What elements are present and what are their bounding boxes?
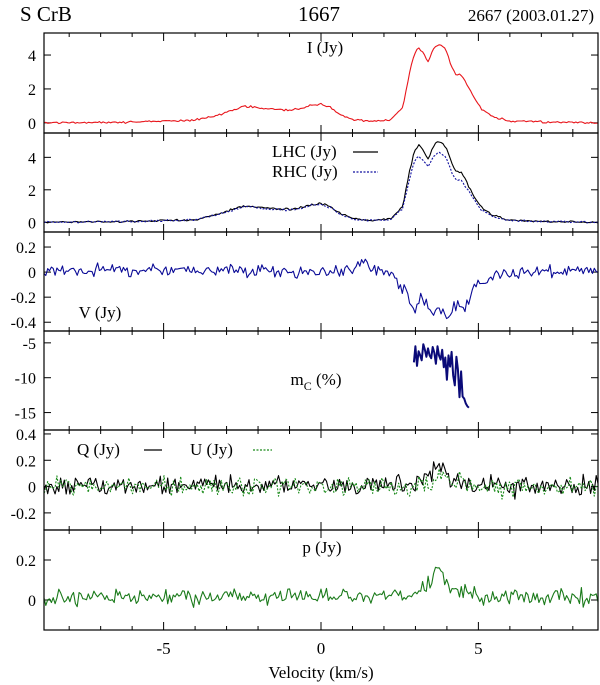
series-Q-line — [43, 461, 599, 500]
panel-label-p: p (Jy) — [302, 538, 341, 557]
panel-frame-V — [43, 231, 599, 332]
y-tick-label: 2 — [28, 183, 36, 200]
y-tick-label: 0.2 — [16, 240, 36, 257]
series-V-line — [43, 258, 599, 320]
y-tick-label: 0 — [28, 215, 36, 232]
series-mC-line — [412, 343, 470, 409]
y-tick-label: -0.2 — [11, 290, 36, 307]
legend-label: Q (Jy) — [77, 440, 120, 459]
y-tick-label: 4 — [28, 150, 36, 167]
y-tick-label: 0 — [28, 593, 36, 610]
y-tick-label: 0.2 — [16, 453, 36, 470]
y-tick-label: -5 — [23, 336, 36, 353]
x-axis-label: Velocity (km/s) — [268, 663, 373, 682]
y-tick-label: 2 — [28, 82, 36, 99]
y-tick-label: 0.4 — [16, 427, 36, 444]
legend-label: U (Jy) — [190, 440, 233, 459]
panel-label-V: V (Jy) — [79, 303, 122, 322]
object-name: S CrB — [20, 2, 72, 26]
y-tick-label: 4 — [28, 48, 36, 65]
x-tick-label: 5 — [474, 639, 483, 658]
line-frequency: 1667 — [298, 2, 340, 26]
observation-id: 2667 (2003.01.27) — [467, 6, 594, 25]
x-tick-label: 0 — [317, 639, 326, 658]
panel-label-mC: mC (%) — [291, 370, 342, 393]
series-I-line — [44, 44, 598, 125]
legend-label: LHC (Jy) — [272, 142, 337, 161]
series-U-line — [43, 468, 599, 500]
y-tick-label: -0.2 — [11, 506, 36, 523]
panel-frame-p — [43, 529, 599, 631]
series-p-line — [43, 566, 599, 608]
panel-frame-QU — [43, 429, 599, 531]
series-RHC-line — [43, 151, 599, 224]
y-tick-label: 0 — [28, 480, 36, 497]
y-tick-label: 0 — [28, 116, 36, 133]
y-tick-label: -0.4 — [11, 315, 36, 332]
y-tick-label: -15 — [15, 406, 36, 423]
y-tick-label: 0 — [28, 265, 36, 282]
panel-label-I: I (Jy) — [307, 38, 343, 57]
x-tick-label: -5 — [157, 639, 171, 658]
y-tick-label: -10 — [15, 371, 36, 388]
y-tick-label: 0.2 — [16, 553, 36, 570]
legend-label: RHC (Jy) — [272, 162, 338, 181]
